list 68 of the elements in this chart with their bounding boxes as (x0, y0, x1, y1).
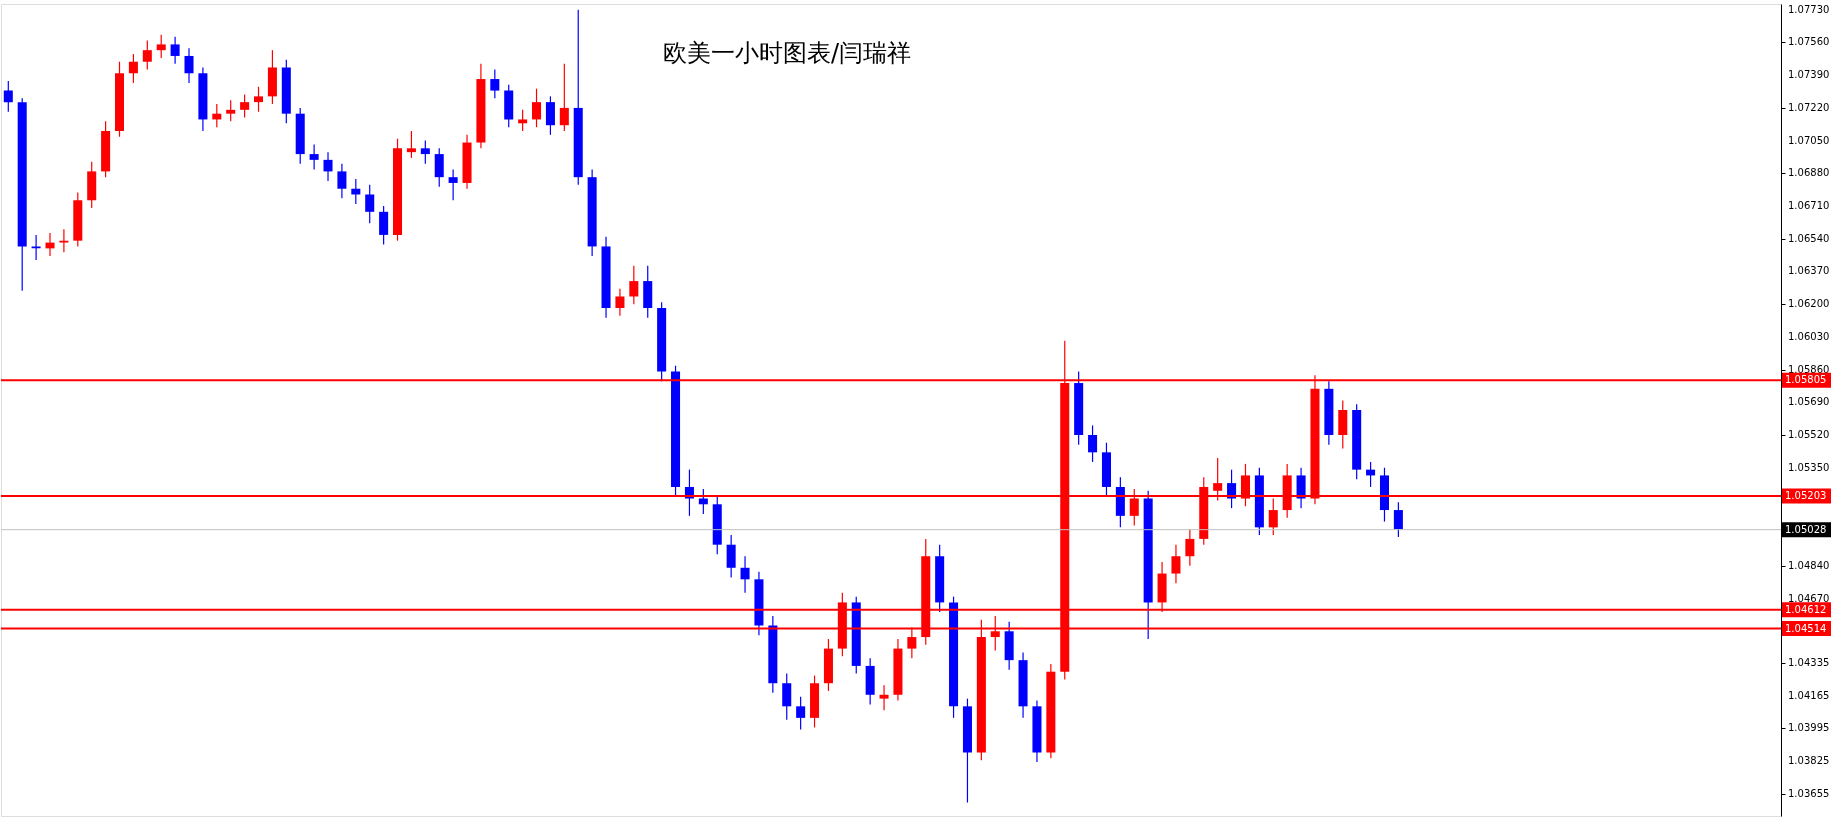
candlestick (448, 168, 458, 201)
candlestick (1088, 424, 1098, 463)
y-tick-label: 1.07220 (1788, 101, 1830, 113)
candlestick (226, 99, 236, 122)
candlestick (434, 147, 444, 188)
candlestick (337, 163, 347, 199)
y-tick-label: 1.05350 (1788, 461, 1830, 473)
candlestick (726, 534, 736, 578)
ref-line-label: 1.05028 (1785, 523, 1827, 535)
y-tick-label: 1.04670 (1788, 592, 1830, 604)
candlestick (490, 68, 500, 99)
y-tick-label: 1.03825 (1788, 755, 1830, 767)
candlestick (1227, 469, 1237, 509)
candlestick (1393, 501, 1403, 538)
ref-line-label: 1.05203 (1785, 490, 1827, 502)
candlestick (532, 88, 542, 128)
candlestick (559, 63, 569, 132)
candlestick (323, 151, 333, 182)
candlestick (796, 696, 806, 731)
candlestick (518, 109, 528, 132)
y-tick-label: 1.04335 (1788, 657, 1830, 669)
y-tick-label: 1.04165 (1788, 689, 1830, 701)
candlestick (629, 265, 639, 305)
candlestick (1185, 528, 1195, 567)
y-tick-label: 1.06200 (1788, 298, 1830, 310)
candlestick (1268, 497, 1278, 536)
candlestick (184, 47, 194, 84)
candlestick (45, 232, 55, 257)
candlestick (3, 80, 13, 113)
candlestick (879, 684, 889, 711)
candlestick (170, 36, 180, 65)
ref-line-label: 1.04514 (1785, 622, 1827, 634)
y-tick-label: 1.07730 (1788, 3, 1830, 15)
candlestick (1171, 544, 1181, 584)
y-tick-label: 1.07560 (1788, 36, 1830, 48)
y-tick-label: 1.03655 (1788, 787, 1830, 799)
y-tick-label: 1.07390 (1788, 69, 1830, 81)
candlestick (740, 555, 750, 594)
y-tick-label: 1.06710 (1788, 200, 1830, 212)
candlestick (420, 140, 430, 165)
text: 欧美一小时图表/闫瑞祥 (663, 39, 912, 67)
candlestick (365, 184, 375, 224)
candlestick (31, 234, 41, 261)
y-tick-label: 1.03995 (1788, 722, 1830, 734)
candlestick (59, 228, 69, 253)
candlestick (156, 34, 166, 59)
candlestick (615, 288, 625, 317)
y-tick-label: 1.04840 (1788, 559, 1830, 571)
candlestick (406, 130, 416, 159)
y-tick-label: 1.06540 (1788, 232, 1830, 244)
y-tick-label: 1.05520 (1788, 429, 1830, 441)
candlestick (545, 95, 555, 136)
y-tick-label: 1.06370 (1788, 265, 1830, 277)
candlestick (128, 53, 138, 84)
candlestick (1296, 467, 1306, 509)
ref-line-label: 1.04612 (1785, 603, 1827, 615)
y-tick-label: 1.05690 (1788, 396, 1830, 408)
candlestick (309, 143, 319, 171)
candlestick (240, 93, 250, 119)
candlestick (253, 86, 264, 113)
candlestick (782, 673, 792, 721)
y-tick-label: 1.05860 (1788, 363, 1830, 375)
y-tick-label: 1.06880 (1788, 167, 1830, 179)
y-tick-label: 1.06030 (1788, 330, 1830, 342)
y-tick-label: 1.07050 (1788, 134, 1830, 146)
candlestick (142, 39, 152, 71)
ref-line-label: 1.05805 (1785, 374, 1827, 386)
candlestick (379, 205, 389, 246)
